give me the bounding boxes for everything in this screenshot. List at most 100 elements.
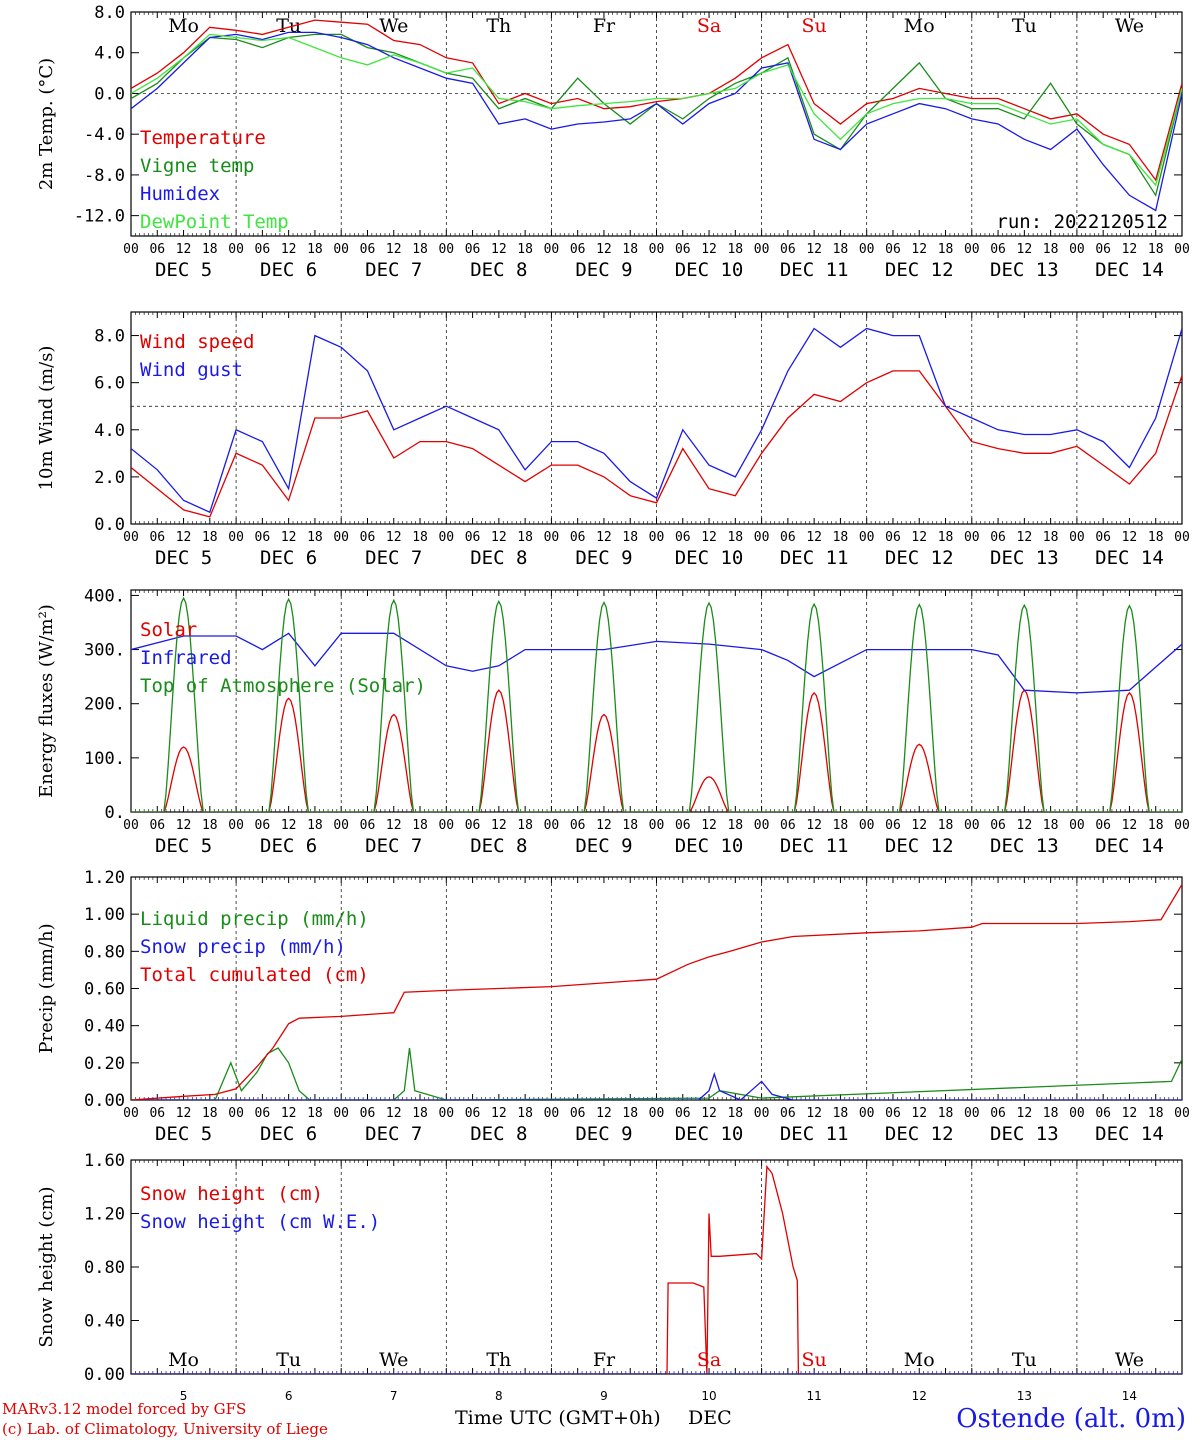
y-axis-label: Precip (mm/h)	[36, 923, 57, 1053]
hour-tick-label: 18	[833, 242, 849, 257]
date-label: DEC 10	[675, 259, 744, 281]
date-label: DEC 8	[470, 547, 527, 569]
hour-tick-label: 18	[412, 530, 428, 545]
y-tick-label: 1.20	[84, 1205, 125, 1225]
hour-tick-label: 12	[176, 530, 192, 545]
hour-tick-label: 00	[859, 530, 875, 545]
y-tick-label: 0.80	[84, 1258, 125, 1278]
hour-tick-label: 12	[911, 818, 927, 833]
hour-tick-label: 12	[806, 1106, 822, 1121]
hour-tick-label: 06	[360, 530, 376, 545]
run-label: run: 2022120512	[996, 211, 1168, 233]
day-number-label: 12	[912, 1389, 927, 1403]
hour-tick-label: 00	[1174, 242, 1190, 257]
hour-tick-label: 18	[517, 242, 533, 257]
hour-tick-label: 00	[964, 530, 980, 545]
date-label: DEC 13	[990, 259, 1059, 281]
hour-tick-label: 06	[1095, 1106, 1111, 1121]
date-label: DEC 13	[990, 835, 1059, 857]
date-label: DEC 14	[1095, 259, 1164, 281]
y-tick-label: -12.0	[74, 207, 125, 227]
date-label: DEC 12	[885, 259, 954, 281]
series-line-infrared	[131, 632, 1182, 694]
hour-tick-label: 06	[675, 818, 691, 833]
date-label: DEC 11	[780, 259, 849, 281]
day-of-week-label: Tu	[276, 1349, 301, 1371]
hour-tick-label: 00	[649, 818, 665, 833]
hour-tick-label: 18	[622, 818, 638, 833]
series-line-top-of-atmosphere-solar-	[131, 596, 1182, 812]
model-credit: MARv3.12 model forced by GFS	[2, 1400, 247, 1418]
day-of-week-label: Fr	[593, 15, 616, 37]
legend-entry: Temperature	[140, 127, 266, 149]
hour-tick-label: 18	[938, 242, 954, 257]
hour-tick-label: 00	[438, 242, 454, 257]
date-label: DEC 8	[470, 835, 527, 857]
hour-tick-label: 06	[570, 1106, 586, 1121]
hour-tick-label: 18	[1043, 242, 1059, 257]
hour-tick-label: 06	[780, 242, 796, 257]
hour-tick-label: 06	[465, 1106, 481, 1121]
series-line-humidex	[131, 31, 1182, 212]
hour-tick-label: 06	[255, 818, 271, 833]
hour-tick-label: 18	[938, 818, 954, 833]
hour-tick-label: 12	[491, 530, 507, 545]
hour-tick-label: 00	[228, 242, 244, 257]
hour-tick-label: 12	[806, 818, 822, 833]
hour-tick-label: 18	[517, 818, 533, 833]
panel-2: 8.0 6.0 4.0 2.0 0.0 10m Wind (m/s) 00 06 12 18 00 0…	[36, 311, 1190, 569]
day-number-label: 6	[285, 1389, 293, 1403]
hour-tick-label: 00	[333, 242, 349, 257]
series-line-temperature	[131, 19, 1182, 182]
hour-tick-label: 18	[622, 1106, 638, 1121]
date-label: DEC 5	[155, 1123, 212, 1145]
hour-tick-label: 06	[675, 1106, 691, 1121]
y-axis-label: Snow height (cm)	[36, 1186, 57, 1347]
plot-frame	[130, 11, 1183, 237]
day-number-label: 11	[807, 1389, 822, 1403]
hour-tick-label: 12	[1017, 818, 1033, 833]
hour-tick-label: 00	[123, 818, 139, 833]
hour-tick-label: 06	[885, 530, 901, 545]
hour-tick-label: 00	[1069, 1106, 1085, 1121]
hour-tick-label: 06	[885, 818, 901, 833]
hour-tick-label: 06	[1095, 530, 1111, 545]
day-of-week-label: Su	[802, 15, 827, 37]
hour-tick-label: 12	[1122, 242, 1138, 257]
date-label: DEC 8	[470, 259, 527, 281]
hour-tick-label: 12	[911, 1106, 927, 1121]
date-label: DEC 10	[675, 547, 744, 569]
date-label: DEC 9	[575, 547, 632, 569]
y-tick-label: 8.0	[94, 327, 125, 347]
series-line-snow-precip-mm-h-	[131, 1071, 1182, 1100]
y-tick-label: 0.	[105, 803, 125, 823]
date-label: DEC 7	[365, 1123, 422, 1145]
hour-tick-label: 18	[412, 1106, 428, 1121]
legend-entry: Total cumulated (cm)	[140, 964, 369, 986]
hour-tick-label: 00	[754, 242, 770, 257]
date-label: DEC 12	[885, 547, 954, 569]
hour-tick-label: 18	[833, 530, 849, 545]
date-label: DEC 12	[885, 835, 954, 857]
hour-tick-label: 12	[1122, 530, 1138, 545]
y-axis-label: 10m Wind (m/s)	[36, 346, 57, 491]
day-of-week-label: Mo	[168, 1349, 199, 1371]
hour-tick-label: 12	[176, 1106, 192, 1121]
day-number-label: 7	[390, 1389, 398, 1403]
legend-entry: Liquid precip (mm/h)	[140, 908, 369, 930]
y-tick-label: 0.20	[84, 1054, 125, 1074]
hour-tick-label: 06	[360, 1106, 376, 1121]
hour-tick-label: 06	[149, 818, 165, 833]
hour-tick-label: 18	[833, 1106, 849, 1121]
y-tick-label: 2.0	[94, 468, 125, 488]
y-tick-label: 200.	[84, 695, 125, 715]
hour-tick-label: 06	[885, 242, 901, 257]
y-tick-label: 1.20	[84, 868, 125, 888]
y-tick-label: -8.0	[84, 166, 125, 186]
hour-tick-label: 18	[1043, 818, 1059, 833]
date-label: DEC 14	[1095, 1123, 1164, 1145]
day-of-week-label: Tu	[276, 15, 301, 37]
hour-tick-label: 00	[333, 1106, 349, 1121]
hour-tick-label: 06	[990, 242, 1006, 257]
hour-tick-label: 06	[780, 818, 796, 833]
